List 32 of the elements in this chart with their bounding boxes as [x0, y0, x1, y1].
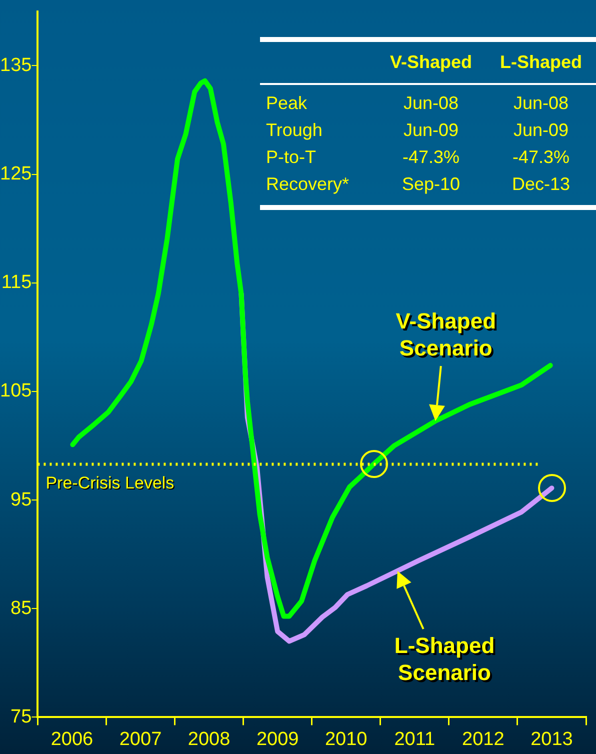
- y-tick-label: 85: [10, 598, 32, 619]
- category-label: Recovery*: [266, 174, 350, 194]
- x-tick-label: 2011: [394, 728, 436, 750]
- x-tick-label: 2006: [50, 728, 94, 750]
- text: Sep-10: [402, 174, 460, 194]
- x-tick-label: 2008: [188, 728, 230, 750]
- x-tick-label: 2009: [256, 728, 299, 750]
- y-tick-label: 105: [0, 380, 32, 402]
- text: -47.3%: [402, 147, 460, 167]
- text: Dec-13: [512, 174, 570, 194]
- text: Jun-09: [513, 120, 569, 140]
- x-tick-label: 2012: [462, 728, 504, 750]
- category-label: V-Shaped: [389, 51, 474, 74]
- x-tick-label: 2013: [530, 728, 573, 750]
- category-label: P-to-T: [266, 147, 316, 167]
- x-tick-label: 2007: [119, 728, 162, 750]
- category-label: Peak: [266, 93, 308, 113]
- x-tick-label: 2010: [324, 728, 368, 750]
- y-tick-label: 75: [10, 706, 32, 728]
- text: Jun-08: [513, 93, 569, 113]
- annotation: V-Shaped Scenario: [396, 308, 496, 362]
- y-tick-label: 115: [1, 272, 32, 294]
- text: -47.3%: [512, 147, 570, 167]
- category-label: L-Shaped: [499, 51, 584, 74]
- y-tick-label: 125: [0, 164, 32, 185]
- annotation: L-Shaped Scenario: [394, 633, 495, 688]
- text: Jun-09: [404, 120, 459, 140]
- text: Jun-08: [404, 93, 459, 113]
- category-label: Trough: [266, 120, 322, 140]
- y-tick-label: 135: [0, 54, 32, 76]
- ref-line-label: Pre-Crisis Levels: [46, 473, 174, 492]
- y-tick-label: 95: [10, 489, 32, 510]
